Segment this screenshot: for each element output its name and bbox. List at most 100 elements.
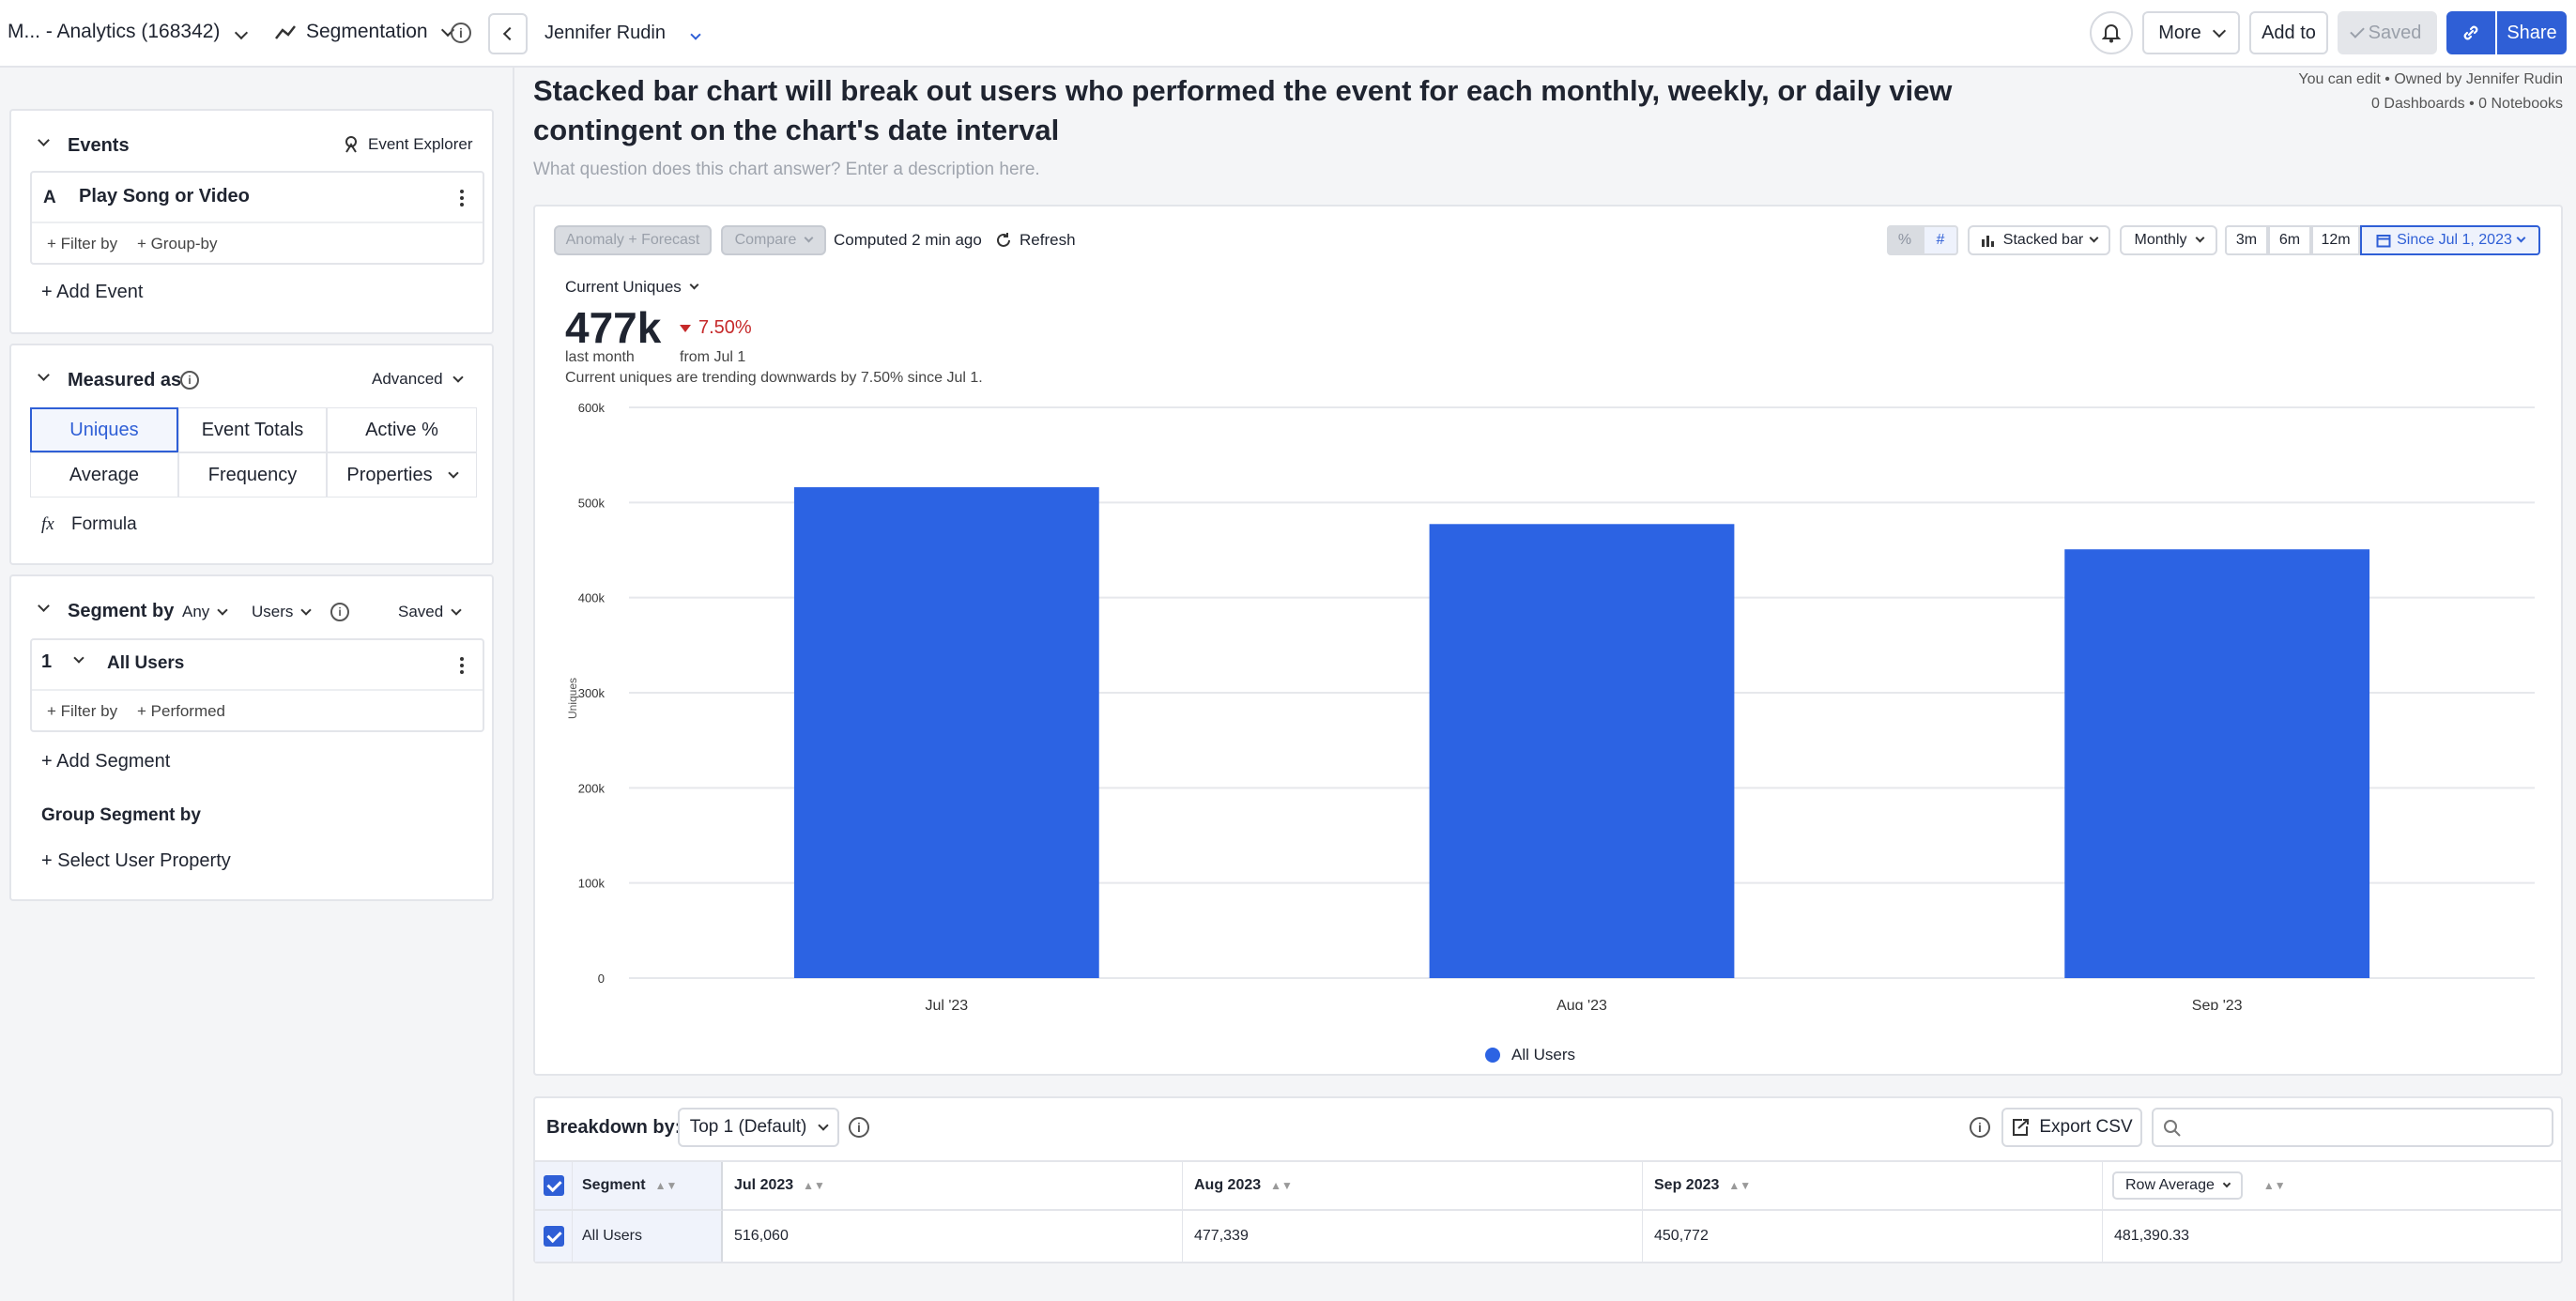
filter-by-link[interactable]: + Filter by xyxy=(47,235,118,253)
table-row-value-cell: 450,772 xyxy=(1643,1211,2103,1262)
copy-link-button[interactable] xyxy=(2446,11,2495,54)
chart-kind-dropdown[interactable]: Stacked bar xyxy=(1968,225,2110,255)
column-header-aug-2023[interactable]: Aug 2023 ▲▼ xyxy=(1183,1162,1643,1211)
users-dropdown[interactable]: Users xyxy=(252,603,313,621)
info-icon[interactable]: i xyxy=(330,603,349,621)
chart-type-selector[interactable]: Segmentation xyxy=(274,21,454,43)
saved-segments-dropdown[interactable]: Saved xyxy=(398,603,462,621)
measure-option-properties[interactable]: Properties xyxy=(327,452,477,497)
event-explorer-link[interactable]: Event Explorer xyxy=(342,135,473,154)
sort-icon[interactable]: ▲▼ xyxy=(2262,1179,2286,1192)
info-icon[interactable]: i xyxy=(180,371,199,390)
table-search-field[interactable] xyxy=(2152,1108,2553,1147)
measure-option-active-percent[interactable]: Active % xyxy=(327,407,477,452)
measure-option-uniques[interactable]: Uniques xyxy=(30,407,178,452)
chart-description-input[interactable]: What question does this chart answer? En… xyxy=(533,160,1040,179)
add-event-link[interactable]: + Add Event xyxy=(41,282,144,302)
collapse-chevron-icon[interactable] xyxy=(38,134,50,146)
select-all-checkbox[interactable] xyxy=(543,1175,564,1196)
chevron-down-icon xyxy=(447,467,459,479)
add-to-button[interactable]: Add to xyxy=(2249,11,2328,54)
line-chart-icon xyxy=(275,25,296,39)
table-row-value-cell: 477,339 xyxy=(1183,1211,1643,1262)
chevron-down-icon xyxy=(689,280,699,290)
segment-name[interactable]: All Users xyxy=(107,653,185,673)
column-header-segment[interactable]: Segment ▲▼ xyxy=(573,1162,723,1211)
measure-option-average[interactable]: Average xyxy=(30,452,178,497)
metric-dropdown[interactable]: Current Uniques xyxy=(565,278,699,297)
interval-dropdown[interactable]: Monthly xyxy=(2120,225,2217,255)
column-header-label: Segment xyxy=(582,1177,646,1193)
metric-change: 7.50% xyxy=(680,317,752,339)
y-tick-label: 0 xyxy=(598,972,605,986)
column-header-sep-2023[interactable]: Sep 2023 ▲▼ xyxy=(1643,1162,2103,1211)
owner-selector[interactable]: Jennifer Rudin xyxy=(544,23,701,44)
column-header-jul-2023[interactable]: Jul 2023 ▲▼ xyxy=(723,1162,1183,1211)
info-icon[interactable]: i xyxy=(451,23,471,43)
filter-by-link[interactable]: + Filter by xyxy=(47,702,118,720)
measure-option-label: Frequency xyxy=(207,464,298,485)
event-menu-icon[interactable] xyxy=(460,190,464,207)
chevron-down-icon[interactable] xyxy=(73,652,84,664)
range-3m-button[interactable]: 3m xyxy=(2225,225,2268,255)
anomaly-forecast-button[interactable]: Anomaly + Forecast xyxy=(554,225,712,255)
chevron-down-icon xyxy=(2212,23,2226,38)
chevron-down-icon xyxy=(2195,233,2204,243)
refresh-button[interactable]: Refresh xyxy=(995,231,1076,250)
row-checkbox[interactable] xyxy=(543,1226,564,1247)
row-average-dropdown[interactable]: Row Average xyxy=(2112,1171,2243,1200)
info-icon[interactable]: i xyxy=(849,1117,869,1138)
range-12m-button[interactable]: 12m xyxy=(2311,225,2360,255)
table-search-input[interactable] xyxy=(2187,1115,2544,1140)
info-icon[interactable]: i xyxy=(1970,1117,1990,1138)
segment-menu-icon[interactable] xyxy=(460,657,464,674)
performed-link[interactable]: + Performed xyxy=(137,702,226,720)
x-tick-label: Jul '23 xyxy=(925,998,968,1010)
breakdown-dropdown[interactable]: Top 1 (Default) xyxy=(678,1108,839,1147)
events-title: Events xyxy=(68,135,130,156)
project-selector[interactable]: M... - Analytics (168342) xyxy=(8,21,249,43)
add-segment-link[interactable]: + Add Segment xyxy=(41,751,171,772)
metric-change-caption: from Jul 1 xyxy=(680,349,746,365)
event-name[interactable]: Play Song or Video xyxy=(79,186,250,207)
measure-option-label: Event Totals xyxy=(201,419,304,440)
chart-kind-label: Stacked bar xyxy=(2002,232,2084,248)
select-user-property-link[interactable]: + Select User Property xyxy=(41,850,231,871)
interval-label: Monthly xyxy=(2134,232,2187,248)
decline-arrow-icon xyxy=(680,324,691,332)
cell-value: 516,060 xyxy=(734,1228,789,1244)
chart-type-label: Segmentation xyxy=(306,21,428,42)
metric-value-caption: last month xyxy=(565,349,635,365)
x-tick-label: Sep '23 xyxy=(2192,998,2243,1010)
share-button[interactable]: Share xyxy=(2497,11,2567,54)
date-range-picker[interactable]: Since Jul 1, 2023 xyxy=(2360,225,2540,255)
measure-option-frequency[interactable]: Frequency xyxy=(178,452,327,497)
event-letter: A xyxy=(43,188,56,207)
chart-legend[interactable]: All Users xyxy=(1485,1046,1575,1064)
range-6m-button[interactable]: 6m xyxy=(2268,225,2311,255)
collapse-chevron-icon[interactable] xyxy=(38,369,50,381)
formula-link[interactable]: Formula xyxy=(71,514,137,534)
measure-option-event-totals[interactable]: Event Totals xyxy=(178,407,327,452)
percent-toggle[interactable]: % xyxy=(1887,225,1923,255)
bar[interactable] xyxy=(1429,524,1735,978)
more-label: More xyxy=(2158,22,2201,43)
advanced-dropdown[interactable]: Advanced xyxy=(372,370,464,389)
collapse-chevron-icon[interactable] xyxy=(38,600,50,612)
export-csv-button[interactable]: Export CSV xyxy=(2001,1108,2142,1147)
more-button[interactable]: More xyxy=(2142,11,2240,54)
breakdown-table: Segment ▲▼ Jul 2023 ▲▼ Aug 2023 ▲▼ Sep 2023… xyxy=(535,1160,2563,1263)
saved-button[interactable]: Saved xyxy=(2338,11,2437,54)
notifications-button[interactable] xyxy=(2090,11,2133,54)
chevron-down-icon xyxy=(452,371,464,383)
count-toggle[interactable]: # xyxy=(1923,225,1958,255)
refresh-label: Refresh xyxy=(1020,231,1076,249)
collapse-sidebar-button[interactable] xyxy=(488,13,528,54)
bar[interactable] xyxy=(793,487,1099,978)
chart-title[interactable]: Stacked bar chart will break out users w… xyxy=(533,71,1952,150)
any-dropdown[interactable]: Any xyxy=(182,603,228,621)
group-by-link[interactable]: + Group-by xyxy=(137,235,218,253)
bar[interactable] xyxy=(2064,549,2370,978)
chart-title-line: Stacked bar chart will break out users w… xyxy=(533,74,1953,107)
compare-button[interactable]: Compare xyxy=(721,225,826,255)
